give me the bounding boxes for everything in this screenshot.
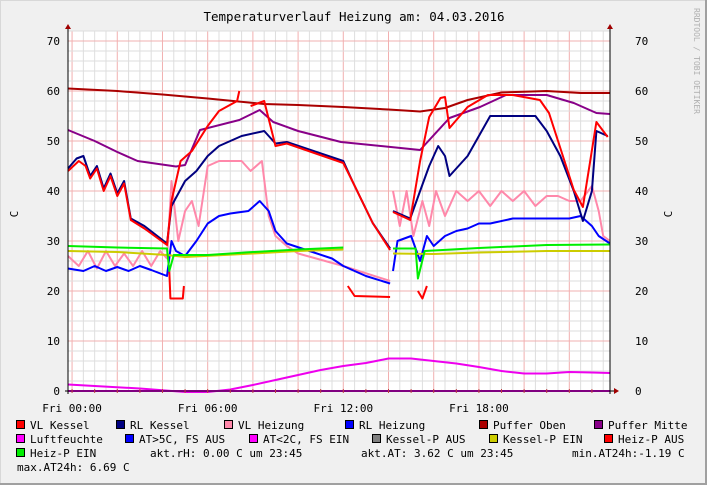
legend-label: Puffer Mitte bbox=[608, 419, 687, 432]
y-tick-label-left: 30 bbox=[47, 235, 60, 248]
stat-max-at: max.AT24h: 6.69 C bbox=[17, 461, 130, 474]
series-vl-kessel bbox=[67, 90, 609, 251]
series-vl-heizung bbox=[67, 160, 611, 282]
series-heiz-p-ein bbox=[67, 243, 611, 280]
legend-swatch bbox=[16, 448, 25, 457]
y-tick-label-right: 30 bbox=[635, 235, 648, 248]
legend-item: Kessel-P EIN bbox=[489, 433, 582, 446]
x-tick-label: Fri 06:00 bbox=[178, 402, 238, 415]
legend-item: RL Kessel bbox=[116, 419, 190, 432]
legend-swatch bbox=[345, 420, 354, 429]
stat-akt-at: akt.AT: 3.62 C um 23:45 bbox=[361, 447, 513, 460]
y-tick-label-left: 10 bbox=[47, 335, 60, 348]
legend-swatch bbox=[479, 420, 488, 429]
legend-label: AT>5C, FS AUS bbox=[139, 433, 225, 446]
series-luftfeuchte bbox=[67, 357, 611, 393]
stat-akt-rh: akt.rH: 0.00 C um 23:45 bbox=[150, 447, 302, 460]
y-axis-label-right: C bbox=[662, 211, 675, 218]
legend-item: VL Heizung bbox=[224, 419, 304, 432]
y-tick-label-right: 60 bbox=[635, 85, 648, 98]
x-axis-arrow bbox=[614, 388, 619, 394]
legend-item: AT>5C, FS AUS bbox=[125, 433, 225, 446]
legend-label: AT<2C, FS EIN bbox=[263, 433, 349, 446]
legend-label: Heiz-P EIN bbox=[30, 447, 96, 460]
legend-item: Luftfeuchte bbox=[16, 433, 103, 446]
series-heiz-p-aus bbox=[168, 270, 428, 300]
legend-swatch bbox=[372, 434, 381, 443]
legend-swatch bbox=[604, 434, 613, 443]
y-tick-label-right: 10 bbox=[635, 335, 648, 348]
y-tick-label-left: 70 bbox=[47, 35, 60, 48]
legend-item: AT<2C, FS EIN bbox=[249, 433, 349, 446]
legend-label: Kessel-P EIN bbox=[503, 433, 582, 446]
legend-label: Heiz-P AUS bbox=[618, 433, 684, 446]
chart-title: Temperaturverlauf Heizung am: 04.03.2016 bbox=[203, 9, 504, 24]
y-tick-label-right: 50 bbox=[635, 135, 648, 148]
legend-swatch bbox=[594, 420, 603, 429]
legend-swatch bbox=[16, 434, 25, 443]
legend-swatch bbox=[116, 420, 125, 429]
series-puffer-mitte bbox=[67, 94, 611, 168]
legend-label: RL Kessel bbox=[130, 419, 190, 432]
legend-label: Luftfeuchte bbox=[30, 433, 103, 446]
legend-item: Heiz-P AUS bbox=[604, 433, 684, 446]
legend-swatch bbox=[249, 434, 258, 443]
legend-swatch bbox=[224, 420, 233, 429]
y-tick-label-left: 50 bbox=[47, 135, 60, 148]
x-tick-label: Fri 00:00 bbox=[42, 402, 102, 415]
legend-swatch bbox=[16, 420, 25, 429]
legend-label: VL Heizung bbox=[238, 419, 304, 432]
y-tick-label-left: 60 bbox=[47, 85, 60, 98]
legend-label: RL Heizung bbox=[359, 419, 425, 432]
y-axis-arrow-left bbox=[65, 24, 71, 29]
legend-item: Puffer Mitte bbox=[594, 419, 687, 432]
y-tick-label-right: 40 bbox=[635, 185, 648, 198]
legend-label: Kessel-P AUS bbox=[386, 433, 465, 446]
legend-item: Heiz-P EIN bbox=[16, 447, 96, 460]
legend-label: Puffer Oben bbox=[493, 419, 566, 432]
legend-item: Kessel-P AUS bbox=[372, 433, 465, 446]
y-tick-label-right: 70 bbox=[635, 35, 648, 48]
y-tick-label-left: 0 bbox=[53, 385, 60, 398]
y-tick-label-left: 20 bbox=[47, 285, 60, 298]
y-tick-label-right: 20 bbox=[635, 285, 648, 298]
legend-item: RL Heizung bbox=[345, 419, 425, 432]
legend-swatch bbox=[489, 434, 498, 443]
y-axis-label-left: C bbox=[8, 211, 21, 218]
watermark: RRDTOOL / TOBI OETIKER bbox=[692, 8, 701, 114]
legend-swatch bbox=[125, 434, 134, 443]
legend-item: Puffer Oben bbox=[479, 419, 566, 432]
y-tick-label-left: 40 bbox=[47, 185, 60, 198]
series-kessel-p-ein bbox=[67, 248, 610, 258]
series-puffer-oben bbox=[67, 87, 610, 113]
x-tick-label: Fri 18:00 bbox=[449, 402, 509, 415]
x-tick-label: Fri 12:00 bbox=[313, 402, 373, 415]
y-tick-label-right: 0 bbox=[635, 385, 642, 398]
y-axis-arrow-right bbox=[607, 24, 613, 29]
legend-item: VL Kessel bbox=[16, 419, 90, 432]
stat-min-at: min.AT24h:-1.19 C bbox=[572, 447, 685, 460]
legend-label: VL Kessel bbox=[30, 419, 90, 432]
